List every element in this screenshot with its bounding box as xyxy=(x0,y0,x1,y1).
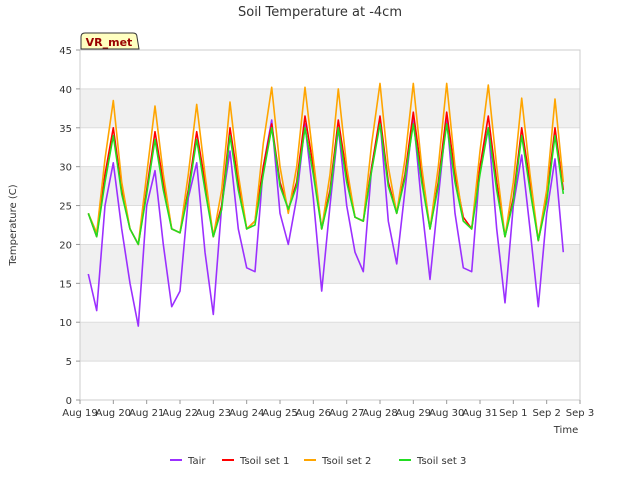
x-tick-label-13: Sep 1 xyxy=(499,408,527,419)
plot-frame xyxy=(79,49,581,401)
legend-label-tair: Tair xyxy=(187,456,206,467)
x-tick-label-7: Aug 26 xyxy=(296,408,331,419)
y-tick-label-0: 0 xyxy=(66,396,72,407)
x-tick-label-3: Aug 22 xyxy=(162,408,197,419)
y-tick-label-5: 25 xyxy=(59,202,72,213)
y-axis-label: Temperature (C) xyxy=(8,184,19,266)
x-tick-label-15: Sep 3 xyxy=(566,408,594,419)
y-axis-ticks: 0 5 10 15 20 25 30 35 40 45 xyxy=(59,46,80,407)
x-tick-label-6: Aug 25 xyxy=(262,408,297,419)
x-tick-label-4: Aug 23 xyxy=(196,408,231,419)
chart-title: Soil Temperature at -4cm xyxy=(238,5,402,20)
plot-bands xyxy=(80,50,580,400)
y-tick-label-7: 35 xyxy=(59,124,72,135)
y-tick-label-9: 45 xyxy=(59,46,72,57)
x-tick-label-5: Aug 24 xyxy=(229,408,264,419)
series-line-tsoil-set-3 xyxy=(87,123,565,246)
y-tick-label-3: 15 xyxy=(59,279,72,290)
series-group xyxy=(87,82,565,327)
y-tick-label-2: 10 xyxy=(59,318,72,329)
band-3 xyxy=(80,244,580,284)
x-tick-label-9: Aug 28 xyxy=(362,408,397,419)
legend-label-tsoil-set-1: Tsoil set 1 xyxy=(239,456,289,467)
legend-label-tsoil-set-2: Tsoil set 2 xyxy=(321,456,371,467)
x-tick-label-1: Aug 20 xyxy=(96,408,131,419)
series-line-tsoil-set-2 xyxy=(87,82,565,246)
band-2 xyxy=(80,283,580,323)
y-tick-label-1: 5 xyxy=(66,357,72,368)
x-tick-label-14: Sep 2 xyxy=(532,408,560,419)
x-tick-label-0: Aug 19 xyxy=(62,408,97,419)
legend-label-tsoil-set-3: Tsoil set 3 xyxy=(416,456,466,467)
x-tick-label-12: Aug 31 xyxy=(462,408,497,419)
y-tick-label-4: 20 xyxy=(59,240,72,251)
station-badge-label: VR_met xyxy=(86,36,133,49)
band-7 xyxy=(80,88,580,128)
band-0 xyxy=(80,361,580,400)
x-tick-label-10: Aug 29 xyxy=(396,408,431,419)
x-tick-label-8: Aug 27 xyxy=(329,408,364,419)
band-8 xyxy=(80,50,580,89)
y-tick-label-8: 40 xyxy=(59,85,72,96)
x-tick-label-11: Aug 30 xyxy=(429,408,464,419)
x-axis-label: Time xyxy=(553,425,578,436)
y-tick-label-6: 30 xyxy=(59,163,72,174)
band-1 xyxy=(80,322,580,362)
x-tick-label-2: Aug 21 xyxy=(129,408,164,419)
legend: Tair Tsoil set 1 Tsoil set 2 Tsoil set 3 xyxy=(170,456,466,467)
station-badge: VR_met xyxy=(80,32,140,50)
